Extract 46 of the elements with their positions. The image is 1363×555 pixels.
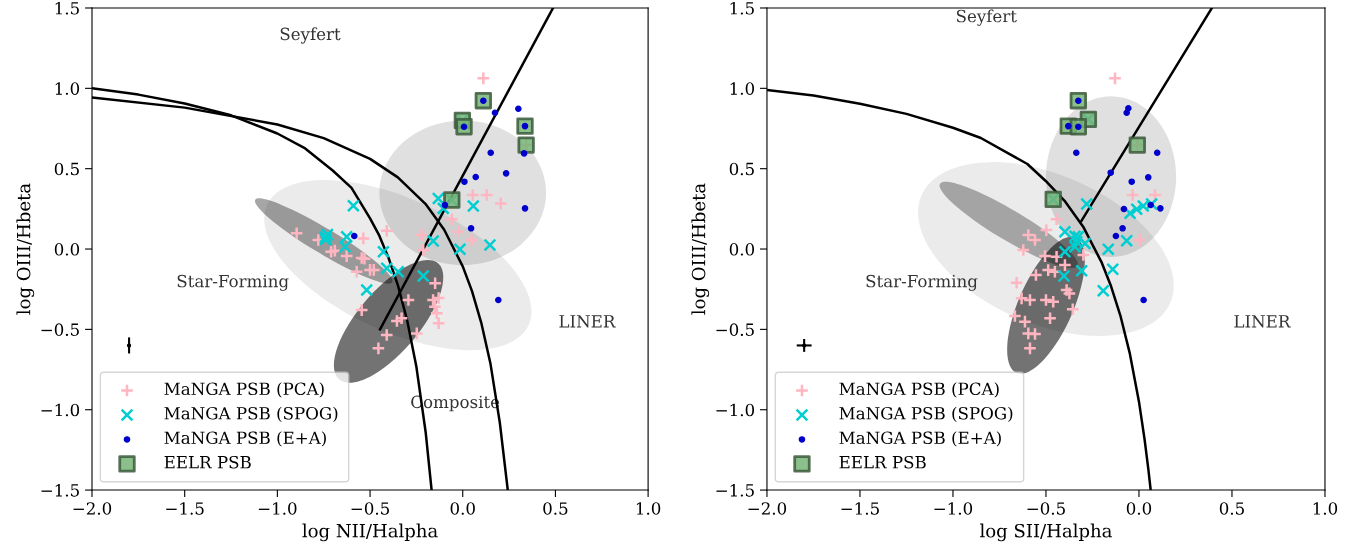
y-tick-label: 0.0 xyxy=(54,242,80,256)
x-tick-label: −2.0 xyxy=(73,502,112,515)
annotation: Star-Forming xyxy=(177,274,289,291)
y-tick-label: −1.5 xyxy=(41,484,79,497)
x-tick-label: −1.0 xyxy=(258,502,297,515)
annotation: Seyfert xyxy=(956,9,1017,26)
legend-label: MaNGA PSB (E+A) xyxy=(164,431,326,447)
x-tick-label: −2.0 xyxy=(748,502,787,515)
x-tick-label: −0.5 xyxy=(351,502,389,515)
legend-label: MaNGA PSB (PCA) xyxy=(839,382,999,398)
x-tick-label: 1.0 xyxy=(1313,502,1338,515)
x-tick-label: 1.0 xyxy=(636,502,661,515)
x-tick-label: 0.0 xyxy=(1126,502,1152,515)
y-axis-title: log OIII/Hbeta xyxy=(16,183,35,315)
y-tick-label: 0.0 xyxy=(729,242,755,256)
y-tick-label: 0.5 xyxy=(729,162,754,176)
x-tick-label: 0.5 xyxy=(543,502,568,515)
y-tick-label: 1.5 xyxy=(55,1,79,15)
y-tick-label: −1.5 xyxy=(716,484,754,497)
y-tick-label: −0.5 xyxy=(716,323,754,336)
legend-label: EELR PSB xyxy=(839,455,926,469)
legend-label: MaNGA PSB (SPOG) xyxy=(839,406,1013,422)
y-tick-label: 0.5 xyxy=(54,162,79,176)
y-tick-label: 1.0 xyxy=(730,82,755,95)
x-axis-title: log SII/Halpha xyxy=(980,523,1112,542)
legend-label: MaNGA PSB (SPOG) xyxy=(164,406,338,422)
y-tick-label: −0.5 xyxy=(41,323,79,336)
legend-label: MaNGA PSB (E+A) xyxy=(839,431,1001,447)
annotation: LINER xyxy=(1234,315,1291,328)
x-tick-label: 0.0 xyxy=(450,502,475,515)
x-tick-label: −0.5 xyxy=(1027,502,1065,515)
annotation: LINER xyxy=(559,315,616,328)
annotation: Seyfert xyxy=(280,27,341,44)
x-tick-label: −1.5 xyxy=(166,502,204,515)
x-tick-label: −1.0 xyxy=(934,502,973,515)
x-axis-title: log NII/Halpha xyxy=(302,523,438,542)
annotation: Star-Forming xyxy=(866,274,978,291)
y-tick-label: −1.0 xyxy=(41,403,80,417)
x-tick-label: 0.5 xyxy=(1219,502,1244,515)
x-tick-label: −1.5 xyxy=(841,502,879,515)
y-tick-label: 1.0 xyxy=(55,82,80,95)
y-tick-label: −1.0 xyxy=(716,403,755,417)
y-tick-label: 1.5 xyxy=(730,1,754,15)
legend-label: MaNGA PSB (PCA) xyxy=(164,382,324,398)
legend-label: EELR PSB xyxy=(164,455,251,469)
y-axis-title: log OIII/Hbeta xyxy=(691,183,710,315)
